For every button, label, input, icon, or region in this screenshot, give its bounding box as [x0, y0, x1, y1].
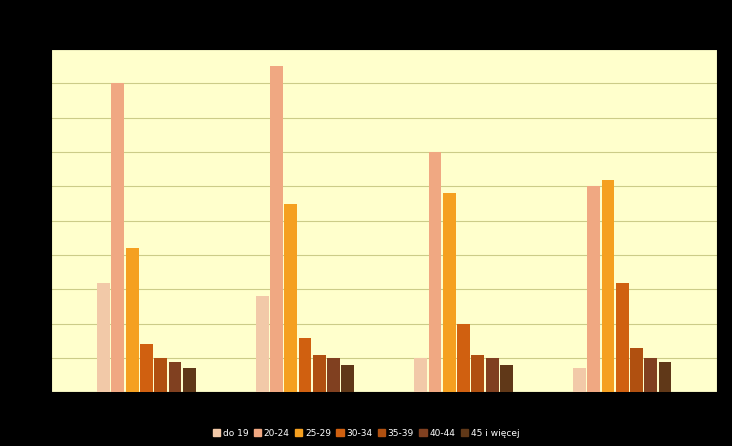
Bar	[500, 365, 513, 392]
Bar	[327, 358, 340, 392]
Bar	[616, 283, 629, 392]
Bar	[602, 180, 614, 392]
Bar	[486, 358, 498, 392]
Bar	[168, 362, 182, 392]
Bar	[471, 355, 485, 392]
Bar	[270, 66, 283, 392]
Bar	[313, 355, 326, 392]
Bar	[587, 186, 600, 392]
Bar	[429, 152, 441, 392]
Bar	[126, 248, 138, 392]
Bar	[458, 324, 470, 392]
Bar	[630, 348, 643, 392]
Bar	[299, 338, 311, 392]
Bar	[97, 283, 110, 392]
Bar	[140, 344, 153, 392]
Bar	[414, 358, 427, 392]
Bar	[659, 362, 671, 392]
Bar	[573, 368, 586, 392]
Bar	[644, 358, 657, 392]
Bar	[255, 296, 269, 392]
Legend: do 19, 20-24, 25-29, 30-34, 35-39, 40-44, 45 i więcej: do 19, 20-24, 25-29, 30-34, 35-39, 40-44…	[209, 425, 523, 442]
Bar	[443, 193, 456, 392]
Bar	[111, 83, 124, 392]
Bar	[154, 358, 167, 392]
Bar	[341, 365, 354, 392]
Bar	[284, 203, 297, 392]
Bar	[183, 368, 195, 392]
